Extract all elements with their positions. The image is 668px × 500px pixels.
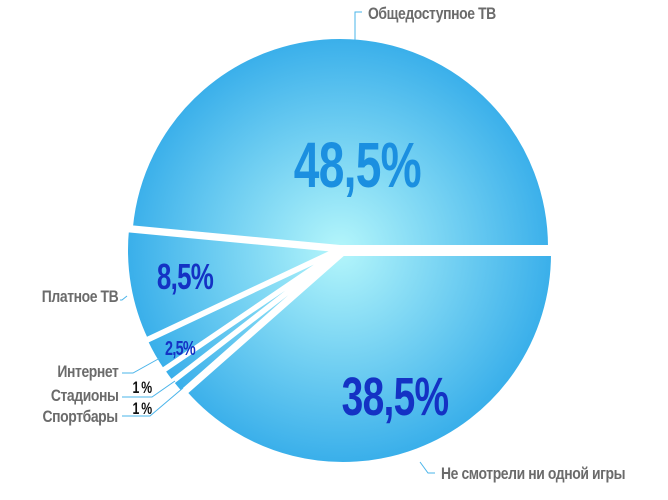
leader-line-5 — [419, 461, 435, 474]
slice-label-3: Стадионы — [50, 386, 118, 405]
slice-label-5: Не смотрели ни одной игры — [441, 464, 626, 483]
leader-line-1 — [120, 295, 128, 301]
value-label-2: 2,5% — [165, 338, 196, 360]
leader-line-2 — [122, 357, 161, 374]
slice-label-1: Платное ТВ — [41, 287, 118, 306]
pie-slice-1 — [124, 228, 338, 342]
value-label-0: 48,5% — [293, 129, 422, 201]
slice-label-4: Спортбары — [42, 407, 119, 426]
leader-line-0 — [354, 11, 362, 40]
slice-label-0: Общедоступное ТВ — [368, 4, 496, 23]
pie-slice-5 — [183, 252, 555, 466]
value-label-4: 1 % — [132, 399, 153, 418]
value-label-5: 38,5% — [341, 367, 449, 427]
value-label-1: 8,5% — [156, 256, 214, 297]
pie-slice-0 — [128, 35, 552, 249]
leader-line-4 — [122, 387, 184, 417]
value-label-3: 1 % — [132, 378, 153, 397]
leader-line-3 — [122, 380, 176, 398]
slice-label-2: Интернет — [56, 362, 118, 381]
